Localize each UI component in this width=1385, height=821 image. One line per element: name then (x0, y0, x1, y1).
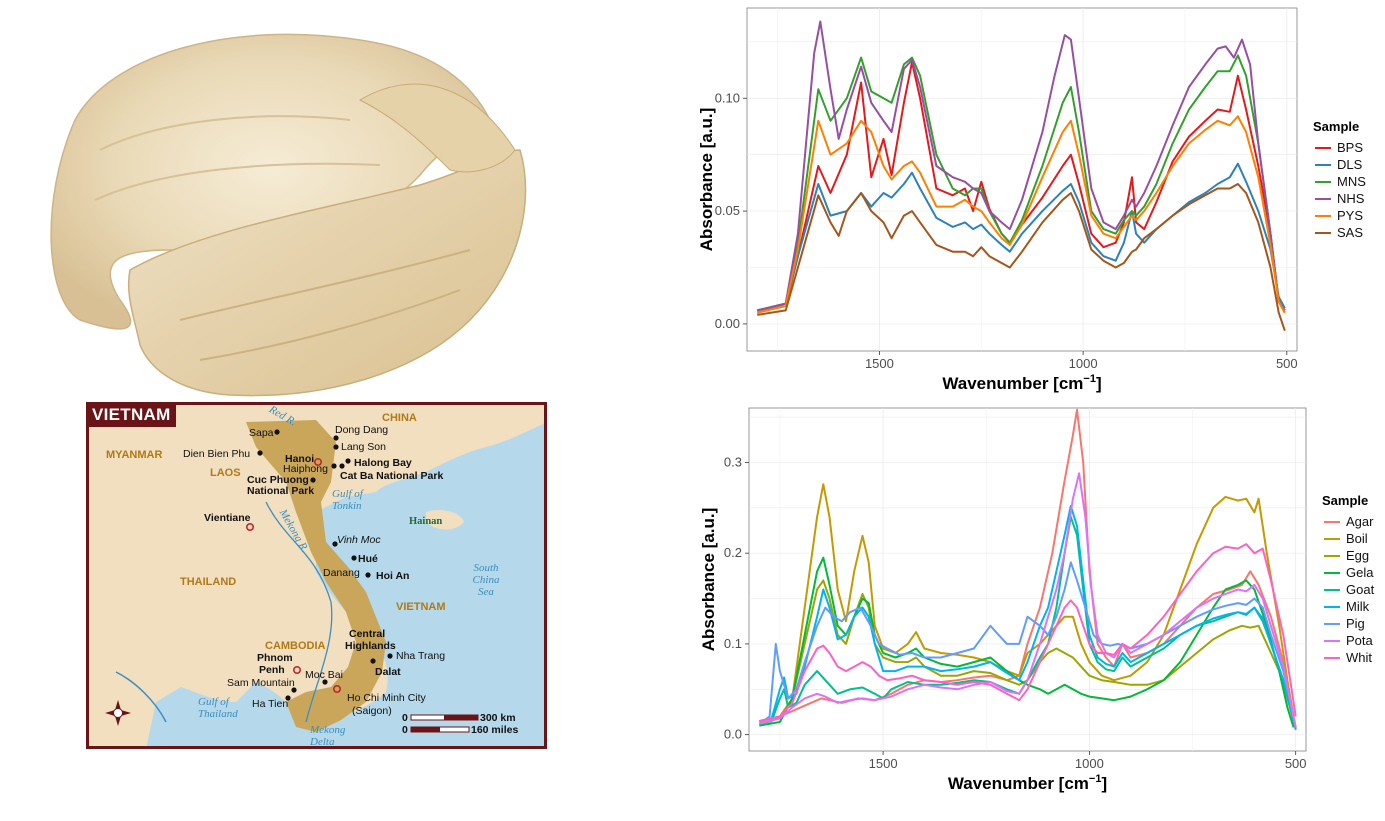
legend-label-nhs: NHS (1337, 191, 1365, 206)
x-tick-label: 1000 (1069, 356, 1098, 371)
x-tick-label: 1500 (869, 756, 898, 771)
y-tick-label: 0.2 (724, 545, 742, 560)
x-tick-label: 1000 (1075, 756, 1104, 771)
x-tick-label: 500 (1276, 356, 1298, 371)
legend-label-mns: MNS (1337, 174, 1366, 189)
legend-label-boil: Boil (1346, 531, 1368, 546)
y-tick-label: 0.00 (715, 316, 740, 331)
ftir-chart-top: 1500 1000 500 0.00 0.05 0.10 Wavenumber [cm−1]… (690, 0, 1385, 400)
legend-label-pig: Pig (1346, 616, 1365, 631)
map-markers (86, 402, 547, 749)
x-axis-label-end: ] (1101, 774, 1107, 793)
ftir-chart-bottom: 1500 1000 500 0.0 0.1 0.2 0.3 Wavenumber [cm−1]… (690, 400, 1385, 821)
legend-label-pota: Pota (1346, 633, 1374, 648)
scale-bar (411, 715, 478, 732)
legend-title: Sample (1313, 119, 1359, 134)
y-tick-label: 0.3 (724, 454, 742, 469)
legend-label-dls: DLS (1337, 157, 1363, 172)
x-axis-label-sup: −1 (1083, 373, 1096, 385)
compass-icon (105, 700, 131, 726)
y-tick-label: 0.1 (724, 636, 742, 651)
x-tick-label: 500 (1285, 756, 1307, 771)
scale-zero-miles: 0 (402, 724, 408, 736)
legend-label-bps: BPS (1337, 140, 1363, 155)
legend-label-egg: Egg (1346, 548, 1369, 563)
legend-label-pys: PYS (1337, 208, 1363, 223)
legend-label-agar: Agar (1346, 514, 1374, 529)
scale-zero-km: 0 (402, 712, 408, 724)
x-axis-label-end: ] (1096, 374, 1102, 393)
x-axis-label: Wavenumber [cm−1] (942, 373, 1101, 393)
legend-title: Sample (1322, 493, 1368, 508)
x-axis-label-sup: −1 (1089, 773, 1102, 785)
y-tick-label: 0.0 (724, 727, 742, 742)
y-tick-label: 0.05 (715, 203, 740, 218)
x-axis-label: Wavenumber [cm−1] (948, 773, 1107, 793)
y-axis-label: Absorbance [a.u.] (699, 508, 718, 652)
scale-km: 300 km (480, 712, 516, 724)
scale-miles: 160 miles (471, 724, 518, 736)
x-tick-label: 1500 (865, 356, 894, 371)
legend-label-sas: SAS (1337, 225, 1363, 240)
plot-panel (747, 8, 1297, 351)
birds-nest-photo (0, 0, 660, 400)
legend-label-goat: Goat (1346, 582, 1375, 597)
y-tick-label: 0.10 (715, 90, 740, 105)
legend-label-milk: Milk (1346, 599, 1370, 614)
vietnam-map: VIETNAM CHINA MYANMAR LAOS THAILAND CAMB… (86, 402, 547, 749)
legend-label-gela: Gela (1346, 565, 1374, 580)
legend-label-whit: Whit (1346, 650, 1372, 665)
y-axis-label: Absorbance [a.u.] (697, 108, 716, 252)
